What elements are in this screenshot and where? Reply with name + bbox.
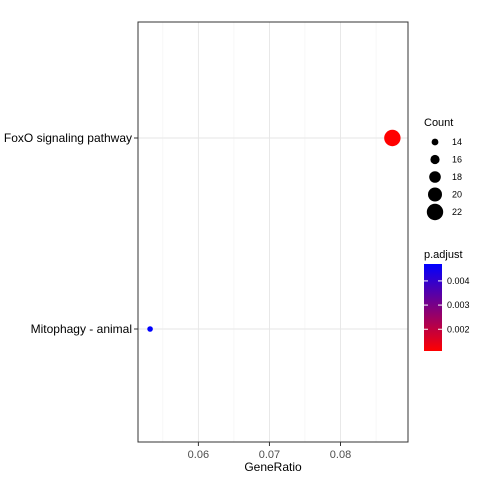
y-axis: FoxO signaling pathway Mitophagy - animal bbox=[4, 131, 138, 336]
x-tick-label: 0.06 bbox=[188, 449, 209, 461]
count-legend-key bbox=[428, 187, 442, 202]
p-adjust-colorbar bbox=[424, 264, 442, 351]
p-adjust-legend-title: p.adjust bbox=[424, 249, 463, 261]
gridlines bbox=[138, 22, 408, 442]
count-legend-key bbox=[431, 138, 439, 146]
x-axis: 0.06 0.07 0.08 bbox=[188, 442, 351, 461]
y-category-label: Mitophagy - animal bbox=[31, 322, 132, 336]
data-points bbox=[147, 129, 401, 332]
x-tick-label: 0.07 bbox=[259, 449, 280, 461]
x-tick-label: 0.08 bbox=[330, 449, 351, 461]
count-legend-key bbox=[426, 203, 444, 221]
count-legend-label: 18 bbox=[452, 172, 462, 182]
y-category-label: FoxO signaling pathway bbox=[4, 131, 132, 145]
count-legend-label: 22 bbox=[452, 207, 462, 217]
p-adjust-legend-label: 0.004 bbox=[447, 276, 470, 286]
count-legend-key bbox=[429, 171, 441, 183]
count-legend-label: 20 bbox=[452, 190, 462, 200]
panel-border bbox=[137, 21, 409, 443]
count-legend-title: Count bbox=[424, 117, 453, 129]
count-legend-key bbox=[430, 154, 440, 165]
p-adjust-legend-label: 0.002 bbox=[447, 324, 470, 334]
count-legend-label: 16 bbox=[452, 155, 462, 165]
p-adjust-legend-label: 0.003 bbox=[447, 300, 470, 310]
count-legend: Count 14 16 18 20 22 bbox=[424, 117, 462, 221]
data-point bbox=[147, 326, 153, 332]
x-axis-title: GeneRatio bbox=[244, 460, 302, 474]
count-legend-label: 14 bbox=[452, 137, 462, 147]
data-point bbox=[384, 129, 401, 147]
p-adjust-legend: p.adjust 0.002 0.003 0.004 bbox=[424, 249, 470, 351]
